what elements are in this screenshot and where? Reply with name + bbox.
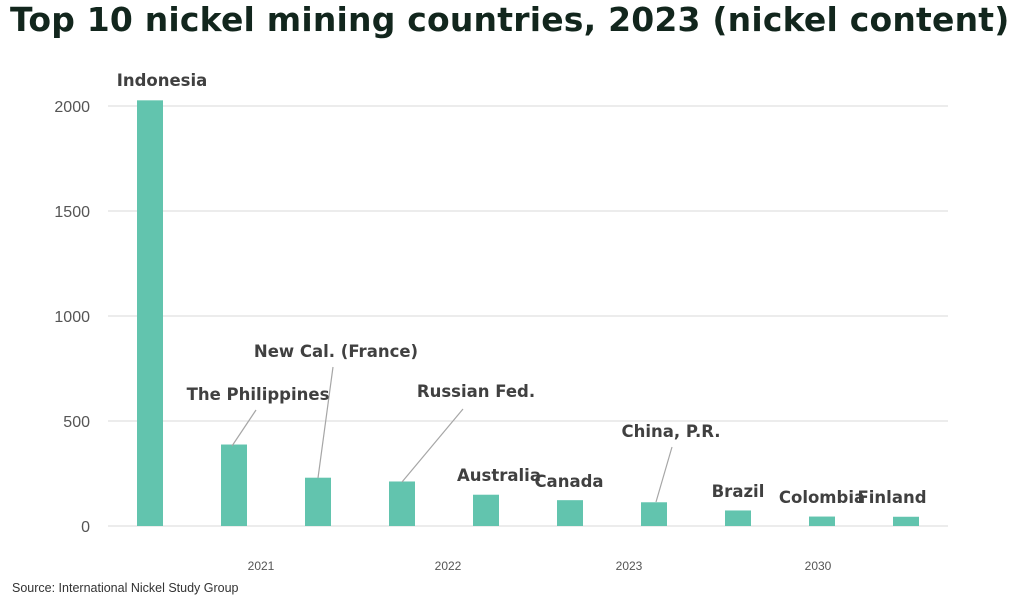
data-label: Brazil (712, 482, 765, 501)
x-tick-label: 2021 (248, 559, 275, 573)
bar-china-p-r (641, 502, 667, 526)
data-label: The Philippines (187, 385, 330, 404)
leader-line (655, 446, 673, 503)
bar-canada (557, 500, 583, 526)
chart-title: Top 10 nickel mining countries, 2023 (ni… (10, 0, 1010, 39)
bar-brazil (725, 510, 751, 526)
leader-line (317, 366, 334, 479)
data-label: Australia (457, 466, 541, 485)
data-label: New Cal. (France) (254, 342, 418, 361)
data-label: Canada (534, 472, 603, 491)
y-tick-label: 1500 (54, 204, 90, 221)
source-note: Source: International Nickel Study Group (12, 581, 239, 595)
bar-colombia (809, 516, 835, 526)
x-tick-label: 2023 (616, 559, 643, 573)
data-label: Indonesia (117, 71, 208, 90)
data-label: Colombia (779, 488, 865, 507)
data-label: Finland (857, 488, 926, 507)
bar-russian-fed (389, 481, 415, 526)
leader-line (231, 409, 257, 447)
x-tick-label: 2030 (805, 559, 832, 573)
x-tick-label: 2022 (435, 559, 462, 573)
bar-finland (893, 516, 919, 526)
bar-the-philippines (221, 444, 247, 526)
y-tick-label: 0 (81, 519, 90, 536)
bar-indonesia (137, 100, 163, 526)
bar-new-cal-france (305, 477, 331, 526)
y-tick-label: 2000 (54, 99, 90, 116)
bar-australia (473, 494, 499, 526)
y-tick-label: 1000 (54, 309, 90, 326)
leader-line (401, 408, 464, 483)
y-tick-label: 500 (63, 414, 90, 431)
data-label: China, P.R. (621, 422, 720, 441)
data-label: Russian Fed. (417, 382, 535, 401)
